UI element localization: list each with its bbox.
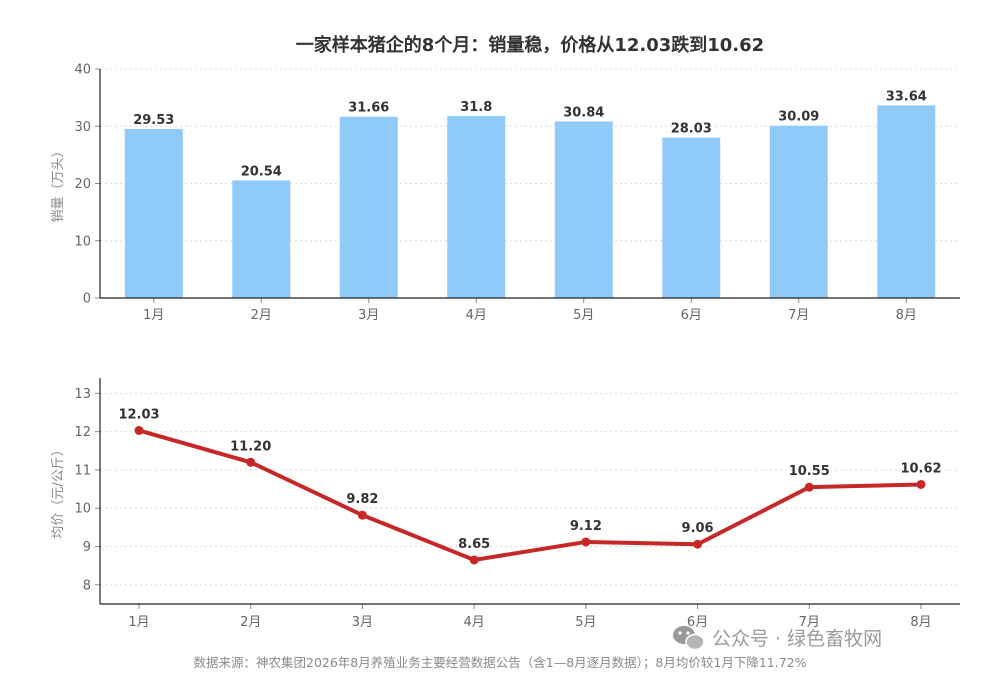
bar-x-tick-label: 8月 [896,308,917,323]
line-point [469,555,479,565]
bar-y-tick-label: 30 [74,120,91,135]
bar [339,116,398,299]
watermark-text: 公众号 · 绿色畜牧网 [712,628,882,650]
line-y-tick-label: 8 [83,578,91,593]
line-data-label: 11.20 [230,439,271,454]
watermark: 公众号 · 绿色畜牧网 [673,626,882,651]
line-x-tick-label: 3月 [352,615,373,630]
bar-x-tick-label: 6月 [681,308,702,323]
bar-data-label: 29.53 [133,113,174,128]
bar [769,125,828,299]
source-note: 数据来源：神农集团2026年8月养殖业务主要经营数据公告（含1—8月逐月数据）；… [194,655,807,670]
bar-gridlines [100,68,960,242]
bar-data-label: 30.84 [563,105,604,120]
bar-y-axis-label: 销量（万头） [51,144,66,222]
bar [554,121,613,298]
line-point [246,457,256,467]
line-x-tick-label: 7月 [799,615,820,630]
line-data-label: 12.03 [118,407,159,422]
line-y-tick-labels: 8 9 10 11 12 13 [74,387,100,593]
line-data-label: 9.06 [682,521,714,536]
line-point [581,537,591,547]
line-point [134,425,144,435]
line-gridlines [100,392,960,586]
bar-data-labels: 29.53 20.54 31.66 31.8 30.84 28.03 30.09 33.64 [133,89,927,179]
wechat-icon [673,626,705,651]
line-data-label: 10.55 [789,464,830,479]
line-x-tick-label: 2月 [240,615,261,630]
bar-x-tick-label: 1月 [143,308,164,323]
bar-data-label: 33.64 [886,89,927,104]
bar-data-label: 20.54 [241,164,282,179]
bar [447,115,506,298]
line-x-tick-label: 4月 [464,615,485,630]
bar-y-tick-label: 20 [74,177,91,192]
line-y-tick-label: 11 [74,463,91,478]
bar-y-tick-labels: 0 10 20 30 40 [74,63,100,307]
line-point [804,482,814,492]
line-x-tick-label: 5月 [575,615,596,630]
bar-series [124,105,936,299]
line-y-axis-label: 均价（元/公斤） [51,443,66,538]
bar-y-tick-label: 0 [83,292,91,307]
bar-x-tick-label: 3月 [358,308,379,323]
bar-x-tick-label: 5月 [573,308,594,323]
line-points [134,425,926,565]
line-y-tick-label: 12 [74,425,91,440]
line-y-tick-label: 13 [74,387,91,402]
bar-x-tick-label: 7月 [788,308,809,323]
line-x-tick-label: 1月 [128,615,149,630]
line-x-tick-label: 6月 [687,615,708,630]
line-data-label: 10.62 [900,461,941,476]
bar [877,105,936,298]
line-data-label: 9.82 [346,492,378,507]
line-data-labels: 12.03 11.20 9.82 8.65 9.12 9.06 10.55 10.62 [118,407,941,551]
line-data-label: 8.65 [458,537,490,552]
bar-data-label: 28.03 [671,122,712,137]
chart-title: 一家样本猪企的8个月：销量稳，价格从12.03跌到10.62 [296,34,764,56]
line-point [916,479,926,489]
line-y-tick-label: 10 [74,502,91,517]
line-point [693,539,703,549]
line-point [357,510,367,520]
bar-y-tick-label: 10 [74,234,91,249]
bar-chart-panel: 0 10 20 30 40 29.53 20.54 31.66 31.8 30.84 28.03 3… [51,63,960,323]
bar-y-tick-label: 40 [74,63,91,78]
price-line [138,428,922,562]
bar [232,180,291,298]
line-x-tick-label: 8月 [910,615,931,630]
line-y-tick-label: 9 [83,540,91,555]
bar [662,137,721,298]
bar-x-tick-label: 4月 [466,308,487,323]
bar-x-tick-labels: 1月 2月 3月 4月 5月 6月 7月 8月 [143,298,917,323]
bar-data-label: 30.09 [778,110,819,125]
line-data-label: 9.12 [570,519,602,534]
line-x-tick-labels: 1月 2月 3月 4月 5月 6月 7月 8月 [128,604,932,630]
line-chart-panel: 8 9 10 11 12 13 12.03 11.20 9.82 8.65 9.12 9.06 10.… [51,378,960,630]
bar [124,128,183,298]
bar-x-tick-label: 2月 [251,308,272,323]
bar-data-label: 31.8 [460,100,492,115]
bar-data-label: 31.66 [348,101,389,116]
